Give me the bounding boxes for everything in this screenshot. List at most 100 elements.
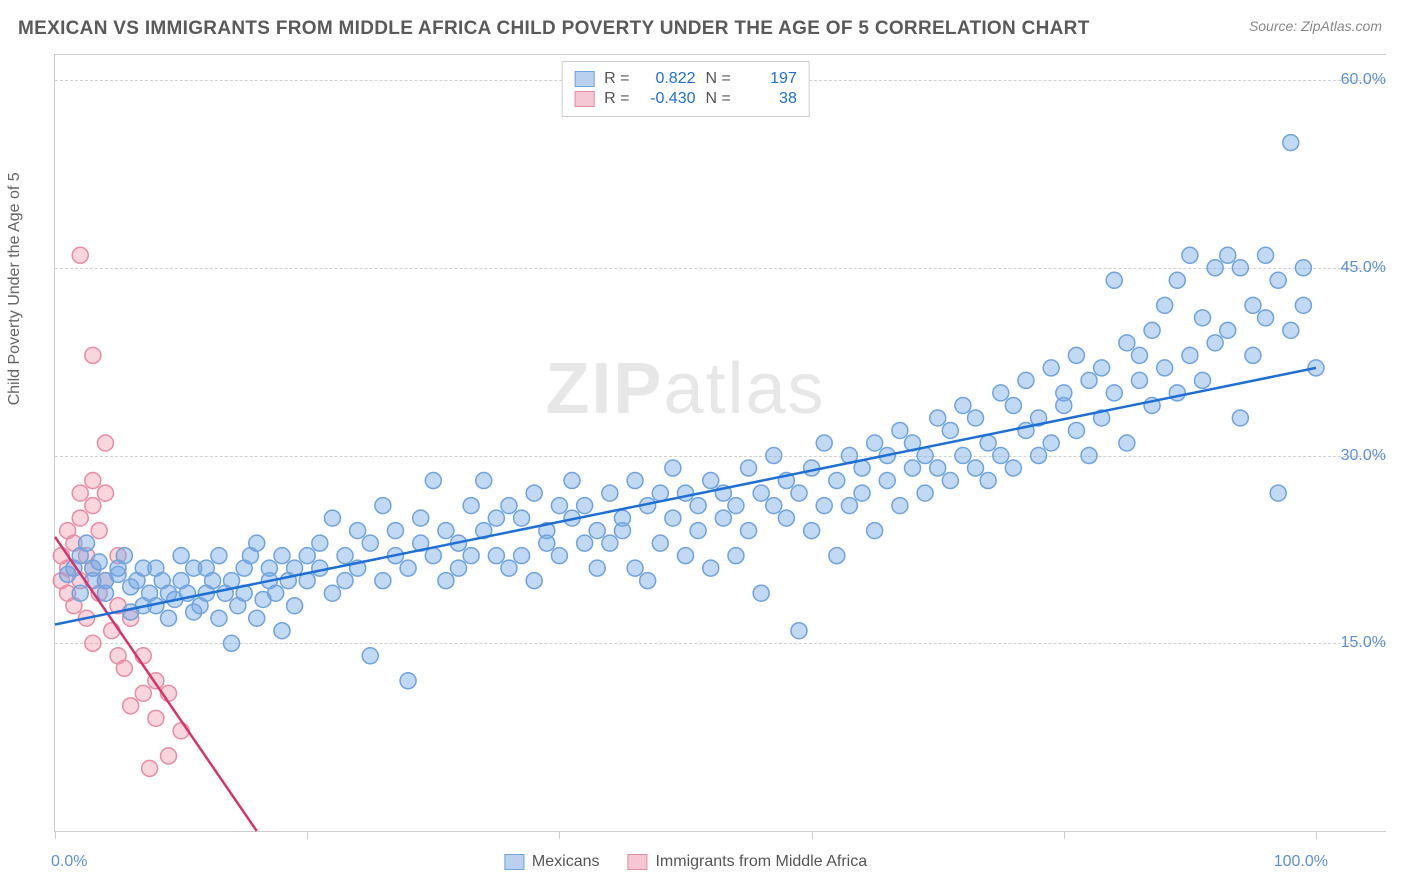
- n-value-0: 197: [741, 70, 797, 88]
- data-point: [312, 560, 328, 576]
- n-label: N =: [706, 90, 731, 108]
- y-axis-title: Child Poverty Under the Age of 5: [6, 172, 24, 405]
- x-tick: [307, 831, 308, 839]
- data-point: [1182, 247, 1198, 263]
- legend-label-1: Immigrants from Middle Africa: [655, 853, 867, 871]
- data-point: [1005, 397, 1021, 413]
- data-point: [741, 460, 757, 476]
- data-point: [791, 623, 807, 639]
- r-value-1: -0.430: [640, 90, 696, 108]
- data-point: [955, 448, 971, 464]
- data-point: [955, 397, 971, 413]
- r-label: R =: [604, 90, 629, 108]
- data-point: [438, 523, 454, 539]
- data-point: [804, 460, 820, 476]
- data-point: [211, 610, 227, 626]
- x-tick: [812, 831, 813, 839]
- scatter-svg: [55, 55, 1316, 831]
- data-point: [942, 473, 958, 489]
- data-point: [501, 498, 517, 514]
- data-point: [514, 548, 530, 564]
- data-point: [690, 498, 706, 514]
- data-point: [375, 573, 391, 589]
- legend-item-1: Immigrants from Middle Africa: [627, 853, 867, 871]
- data-point: [993, 448, 1009, 464]
- data-point: [904, 460, 920, 476]
- data-point: [299, 548, 315, 564]
- data-point: [791, 485, 807, 501]
- data-point: [1157, 297, 1173, 313]
- data-point: [337, 573, 353, 589]
- y-tick-label: 30.0%: [1326, 447, 1386, 465]
- data-point: [1295, 297, 1311, 313]
- x-tick: [559, 831, 560, 839]
- data-point: [665, 510, 681, 526]
- r-value-0: 0.822: [640, 70, 696, 88]
- x-tick: [1316, 831, 1317, 839]
- data-point: [551, 548, 567, 564]
- data-point: [930, 410, 946, 426]
- data-point: [97, 485, 113, 501]
- data-point: [968, 460, 984, 476]
- data-point: [867, 523, 883, 539]
- swatch-series-1: [574, 91, 594, 107]
- data-point: [387, 523, 403, 539]
- data-point: [85, 473, 101, 489]
- data-point: [1043, 435, 1059, 451]
- data-point: [324, 585, 340, 601]
- data-point: [249, 535, 265, 551]
- data-point: [350, 523, 366, 539]
- data-point: [85, 347, 101, 363]
- data-point: [362, 648, 378, 664]
- x-tick: [1064, 831, 1065, 839]
- x-axis-min-label: 0.0%: [51, 853, 87, 871]
- data-point: [627, 560, 643, 576]
- data-point: [1157, 360, 1173, 376]
- data-point: [1106, 385, 1122, 401]
- data-point: [1068, 422, 1084, 438]
- data-point: [778, 510, 794, 526]
- data-point: [1182, 347, 1198, 363]
- data-point: [879, 473, 895, 489]
- data-point: [488, 510, 504, 526]
- data-point: [274, 548, 290, 564]
- data-point: [85, 498, 101, 514]
- data-point: [274, 623, 290, 639]
- y-tick-label: 60.0%: [1326, 71, 1386, 89]
- data-point: [678, 485, 694, 501]
- n-label: N =: [706, 70, 731, 88]
- data-point: [160, 748, 176, 764]
- data-point: [980, 435, 996, 451]
- data-point: [1056, 385, 1072, 401]
- data-point: [728, 498, 744, 514]
- data-point: [854, 485, 870, 501]
- data-point: [1031, 448, 1047, 464]
- r-label: R =: [604, 70, 629, 88]
- data-point: [602, 535, 618, 551]
- data-point: [766, 498, 782, 514]
- data-point: [1283, 135, 1299, 151]
- data-point: [85, 635, 101, 651]
- data-point: [829, 473, 845, 489]
- data-point: [942, 422, 958, 438]
- data-point: [116, 660, 132, 676]
- data-point: [514, 510, 530, 526]
- data-point: [526, 485, 542, 501]
- legend-swatch-0: [504, 854, 524, 870]
- data-point: [1131, 372, 1147, 388]
- data-point: [715, 510, 731, 526]
- data-point: [589, 560, 605, 576]
- data-point: [1094, 360, 1110, 376]
- stats-row-series-0: R = 0.822 N = 197: [574, 70, 797, 88]
- trend-line: [55, 368, 1316, 625]
- data-point: [173, 548, 189, 564]
- stats-row-series-1: R = -0.430 N = 38: [574, 90, 797, 108]
- y-tick-label: 45.0%: [1326, 259, 1386, 277]
- data-point: [324, 510, 340, 526]
- source-label: Source: ZipAtlas.com: [1249, 18, 1382, 34]
- data-point: [287, 598, 303, 614]
- data-point: [1220, 247, 1236, 263]
- stats-legend: R = 0.822 N = 197 R = -0.430 N = 38: [561, 61, 810, 117]
- data-point: [1081, 372, 1097, 388]
- data-point: [463, 498, 479, 514]
